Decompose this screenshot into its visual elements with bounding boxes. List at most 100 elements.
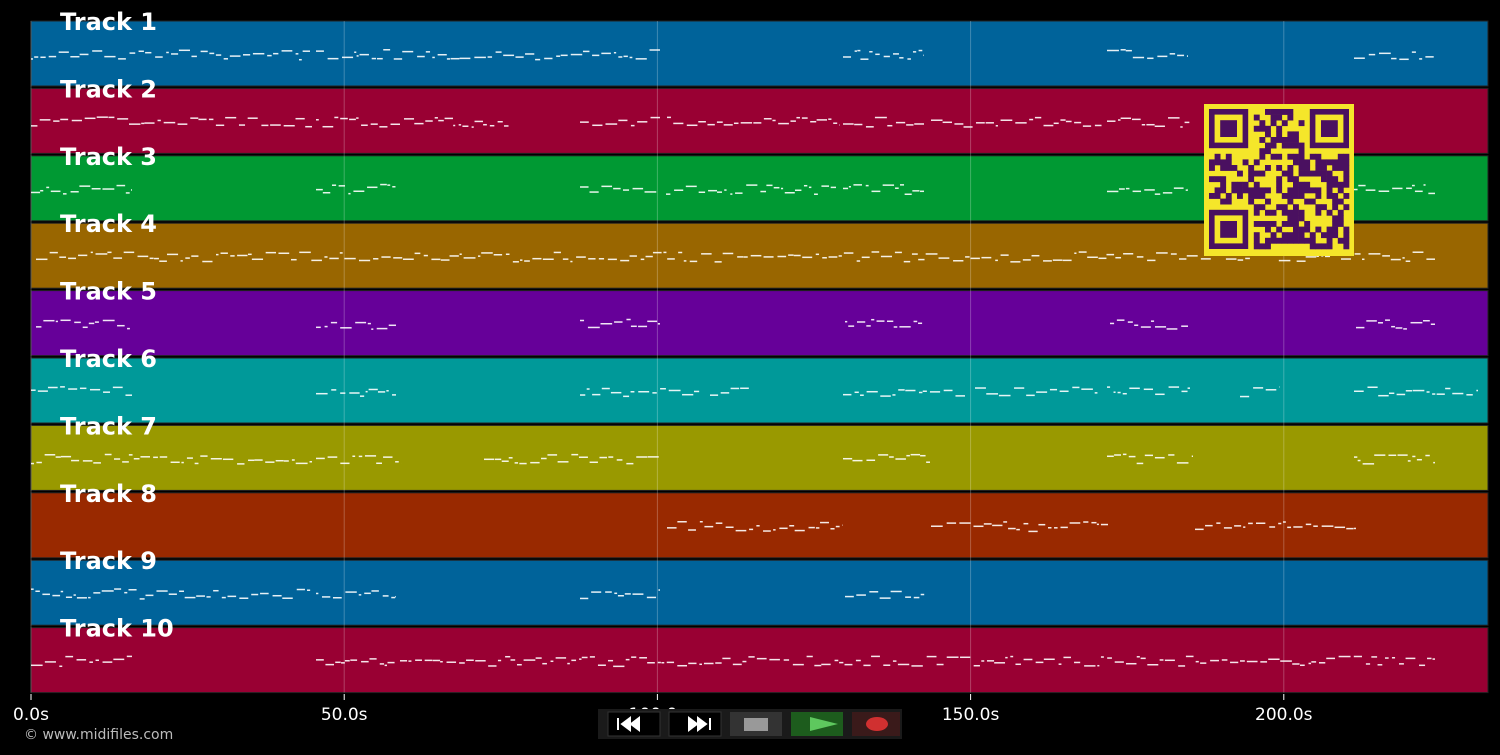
note xyxy=(316,659,324,661)
credit: © www.midifiles.com xyxy=(24,727,173,743)
qr-module xyxy=(1298,170,1305,177)
note xyxy=(1087,256,1098,259)
qr-module xyxy=(1214,193,1221,199)
qr-module xyxy=(1265,209,1271,216)
note xyxy=(822,257,827,259)
qr-module xyxy=(1276,153,1283,160)
qr-module xyxy=(1281,170,1288,177)
qr-finder xyxy=(1220,221,1237,238)
note xyxy=(349,392,360,394)
note xyxy=(801,117,808,119)
note xyxy=(131,189,132,191)
qr-module xyxy=(1298,232,1305,239)
note xyxy=(325,663,335,666)
qr-module xyxy=(1214,153,1221,160)
qr-module xyxy=(1343,159,1350,166)
play-button[interactable] xyxy=(791,712,843,736)
note xyxy=(31,664,43,667)
forward-button[interactable] xyxy=(668,711,722,737)
qr-module xyxy=(1315,193,1322,199)
qr-module xyxy=(1270,237,1277,244)
qr-module xyxy=(1293,187,1299,194)
note xyxy=(78,254,88,257)
note xyxy=(283,124,295,127)
note xyxy=(453,124,456,127)
note xyxy=(1117,391,1121,394)
note xyxy=(943,389,953,392)
qr-module xyxy=(1276,165,1283,171)
track-label: Track 3 xyxy=(60,143,157,171)
qr-module xyxy=(1270,153,1277,160)
note xyxy=(1047,527,1052,529)
note xyxy=(321,596,331,598)
note xyxy=(981,256,992,259)
note xyxy=(1240,395,1250,398)
note xyxy=(929,391,941,393)
note xyxy=(339,252,343,254)
note xyxy=(918,49,923,52)
note xyxy=(1082,125,1092,127)
note xyxy=(1245,257,1250,260)
note xyxy=(914,123,924,125)
qr-module xyxy=(1332,198,1339,205)
qr-module xyxy=(1265,125,1271,132)
note xyxy=(177,123,188,125)
note xyxy=(1296,260,1306,262)
qr-module xyxy=(1259,221,1266,227)
note xyxy=(760,190,767,193)
note xyxy=(1181,390,1188,393)
note xyxy=(251,593,259,596)
note xyxy=(1000,119,1013,121)
note xyxy=(895,458,906,460)
note xyxy=(667,258,675,260)
note xyxy=(843,252,854,254)
rewind-button[interactable] xyxy=(607,711,661,737)
note xyxy=(379,126,388,128)
note xyxy=(395,461,399,463)
note xyxy=(893,326,898,328)
note xyxy=(735,192,743,194)
note xyxy=(60,455,72,458)
note xyxy=(1115,256,1122,259)
note xyxy=(402,50,414,53)
note xyxy=(874,116,887,119)
qr-module xyxy=(1321,165,1327,171)
stop-button[interactable] xyxy=(730,712,782,736)
note xyxy=(1392,187,1403,190)
note xyxy=(190,117,199,119)
note xyxy=(854,391,859,394)
note xyxy=(1058,663,1062,665)
qr-module xyxy=(1321,170,1327,177)
note xyxy=(892,660,897,662)
record-button[interactable] xyxy=(852,712,900,736)
note xyxy=(629,56,633,59)
note xyxy=(298,58,302,61)
note xyxy=(129,123,141,125)
qr-module xyxy=(1304,181,1311,188)
note xyxy=(489,124,495,127)
qr-module xyxy=(1343,181,1350,188)
note xyxy=(1432,658,1435,660)
qr-module xyxy=(1287,237,1294,244)
note xyxy=(1396,393,1406,396)
note xyxy=(802,256,813,259)
note xyxy=(1378,190,1390,192)
note xyxy=(975,387,986,389)
note xyxy=(899,184,905,186)
note xyxy=(91,188,101,190)
note xyxy=(856,594,866,596)
note xyxy=(730,387,740,390)
note xyxy=(1402,257,1405,259)
qr-module xyxy=(1276,125,1283,132)
note xyxy=(524,260,530,262)
note xyxy=(1305,523,1312,526)
note xyxy=(1368,53,1376,56)
note xyxy=(772,119,776,122)
note xyxy=(995,125,998,127)
qr-module xyxy=(1281,232,1288,239)
note xyxy=(129,52,136,54)
note xyxy=(882,184,895,186)
note xyxy=(1225,258,1237,260)
note xyxy=(562,258,569,260)
note xyxy=(1144,189,1155,191)
